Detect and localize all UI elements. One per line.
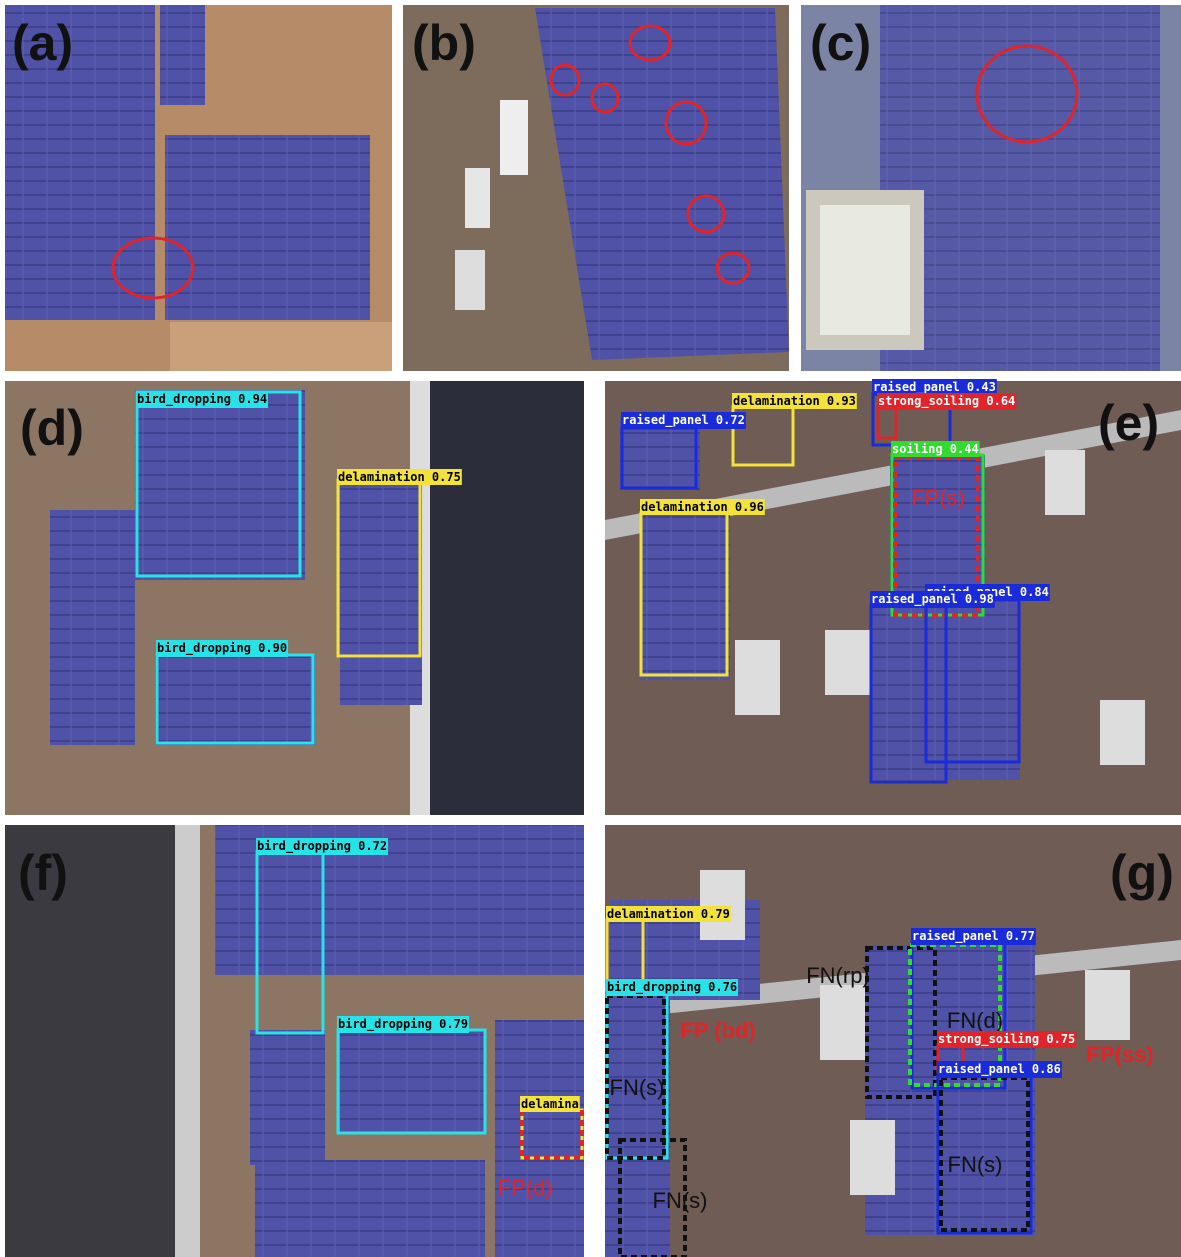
detection-label: bird_dropping 0.76 [607, 980, 737, 995]
error-label: FN(s) [653, 1188, 708, 1213]
detection-label: delamina [521, 1097, 579, 1111]
panel-a: (a) [5, 5, 392, 371]
panel-label: (a) [12, 15, 73, 71]
panel-label: (c) [810, 15, 871, 71]
panel-label: (b) [412, 15, 476, 71]
error-label: FP(ss) [1086, 1042, 1153, 1067]
detection-label: raised_panel 0.77 [912, 929, 1035, 944]
panel-b: (b) [403, 5, 789, 371]
panel-c: (c) [801, 5, 1181, 371]
detection-label: delamination 0.96 [641, 500, 764, 514]
detection-label: strong_soiling 0.75 [938, 1032, 1075, 1047]
panel-label: (e) [1098, 395, 1159, 451]
detection-label: delamination 0.93 [733, 394, 856, 408]
panel-d: bird_dropping 0.94 delamination 0.75 bir… [5, 381, 584, 815]
detection-label: soiling 0.44 [892, 442, 979, 456]
detection-label: bird_dropping 0.90 [157, 641, 287, 656]
error-label: FN(s) [948, 1152, 1003, 1177]
detection-label: delamination 0.75 [338, 470, 461, 484]
detection-label: strong_soiling 0.64 [878, 394, 1015, 409]
error-label: FN(rp) [806, 963, 870, 988]
detection-label: bird_dropping 0.79 [338, 1017, 468, 1032]
error-label: FN(d) [947, 1008, 1003, 1033]
figure: (a) (b) (c) bird_dropping 0.94 delaminat… [0, 0, 1181, 1257]
detection-label: raised_panel 0.86 [938, 1062, 1061, 1077]
error-label: FN(s) [610, 1075, 665, 1100]
panel-label: (d) [20, 400, 84, 456]
error-label: FP(d) [498, 1175, 553, 1200]
panel-label: (g) [1110, 845, 1174, 901]
detection-label: delamination 0.79 [607, 907, 730, 921]
detection-label: bird_dropping 0.94 [137, 392, 267, 407]
error-label: FP(s) [911, 485, 965, 510]
detection-label: raised_panel 0.43 [873, 380, 996, 395]
panel-e: raised_panel 0.72 delamination 0.93 rais… [605, 379, 1181, 815]
panel-label: (f) [18, 845, 68, 901]
detection-label: raised_panel 0.72 [622, 413, 745, 428]
panel-f: bird_dropping 0.72 bird_dropping 0.79 de… [5, 825, 584, 1257]
error-label: FP (bd) [680, 1018, 755, 1043]
panel-g: delamination 0.79 bird_dropping 0.76 FP … [605, 825, 1181, 1257]
detection-label: bird_dropping 0.72 [257, 839, 387, 854]
detection-label: raised_panel 0.98 [871, 592, 994, 607]
